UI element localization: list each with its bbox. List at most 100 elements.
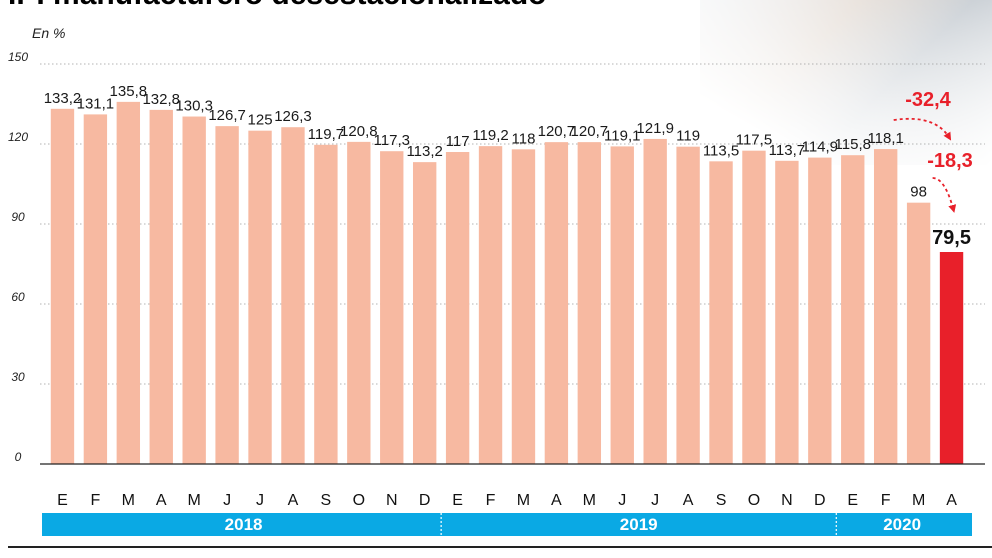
month-label: A (288, 492, 299, 509)
data-label: 119 (676, 128, 700, 145)
month-label: S (321, 492, 332, 509)
month-label: O (748, 492, 760, 509)
month-label: A (551, 492, 562, 509)
month-label: A (156, 492, 167, 509)
y-tick-label: 120 (8, 130, 28, 144)
month-label: N (386, 492, 398, 509)
data-label: 121,9 (636, 120, 674, 137)
data-label: 118,1 (867, 130, 903, 147)
change-label: -32,4 (905, 89, 951, 111)
y-axis-ticks: 0 30 60 90 120 150 (8, 50, 28, 464)
month-label: E (847, 492, 858, 509)
month-label: N (781, 492, 793, 509)
bar (50, 108, 75, 465)
bars (50, 101, 964, 465)
bar (742, 150, 766, 464)
data-label: 115,8 (835, 136, 871, 153)
change-label: -18,3 (927, 150, 973, 172)
y-tick-label: 0 (15, 450, 22, 464)
month-label: E (57, 492, 68, 509)
bar-highlight (939, 252, 964, 464)
change-arrow (932, 177, 957, 213)
data-label: 120,7 (571, 123, 609, 140)
bar (709, 161, 733, 465)
month-label: S (716, 492, 727, 509)
data-label: 119,7 (308, 126, 344, 143)
bar (445, 152, 470, 464)
month-label: D (814, 492, 826, 509)
year-band-bg (42, 513, 972, 536)
data-label: 126,7 (208, 107, 246, 124)
bar (347, 141, 371, 464)
data-label: 120,8 (340, 123, 378, 140)
data-label: 125 (248, 112, 273, 129)
data-label: 135,8 (110, 83, 148, 100)
bar (775, 160, 799, 465)
bar (643, 138, 667, 464)
month-label: M (188, 492, 201, 509)
footer-rule (8, 546, 992, 548)
data-label: 132,8 (142, 91, 180, 108)
bar (511, 149, 536, 465)
data-label: 113,5 (703, 142, 739, 159)
month-label: E (452, 492, 463, 509)
month-label: D (419, 492, 431, 509)
bar (544, 142, 569, 464)
data-label: 118 (512, 130, 536, 147)
data-label: 117,5 (736, 132, 772, 149)
month-label: F (881, 492, 891, 509)
bar (412, 162, 437, 464)
data-label: 119,1 (604, 127, 640, 144)
data-label: 119,2 (472, 127, 508, 144)
bar (808, 157, 832, 464)
data-label: 114,9 (802, 139, 838, 156)
month-label: F (91, 492, 101, 509)
month-label: O (353, 492, 365, 509)
bar (873, 149, 898, 465)
bar (314, 144, 338, 465)
bar (906, 202, 931, 464)
data-label: 79,5 (932, 227, 971, 249)
year-label: 2018 (225, 515, 263, 534)
data-label: 120,7 (538, 123, 576, 140)
y-tick-label: 30 (11, 370, 25, 384)
data-label: 131,1 (77, 95, 115, 112)
data-label: 126,3 (274, 108, 312, 125)
month-label: J (651, 492, 659, 509)
bar (182, 116, 206, 465)
y-tick-label: 60 (11, 290, 25, 304)
bar (248, 130, 272, 464)
data-label: 117 (446, 133, 470, 150)
bar (676, 146, 700, 464)
bar (149, 109, 173, 464)
bar (478, 146, 503, 464)
month-label: A (946, 492, 957, 509)
factory-photo (700, 0, 992, 165)
year-label: 2020 (883, 515, 921, 534)
bar (83, 114, 108, 465)
change-arrow (893, 117, 952, 141)
month-label: J (223, 492, 231, 509)
data-label: 98 (910, 184, 927, 201)
unit-label: En % (32, 25, 65, 41)
month-label: J (618, 492, 626, 509)
data-label: 117,3 (374, 132, 410, 149)
month-label: M (583, 492, 596, 509)
month-label: M (122, 492, 135, 509)
bar (610, 146, 634, 464)
data-label: 113,2 (406, 143, 442, 160)
month-label: F (486, 492, 496, 509)
bar (577, 142, 602, 464)
bar (281, 127, 305, 464)
data-label: 133,2 (44, 90, 82, 107)
year-band: 2018 2019 2020 (42, 513, 972, 536)
bar (841, 155, 865, 464)
month-label: A (683, 492, 694, 509)
data-label: 130,3 (175, 98, 213, 115)
bar (215, 126, 239, 464)
change-annotations: -32,4 -18,3 (893, 89, 973, 213)
month-label: M (517, 492, 530, 509)
